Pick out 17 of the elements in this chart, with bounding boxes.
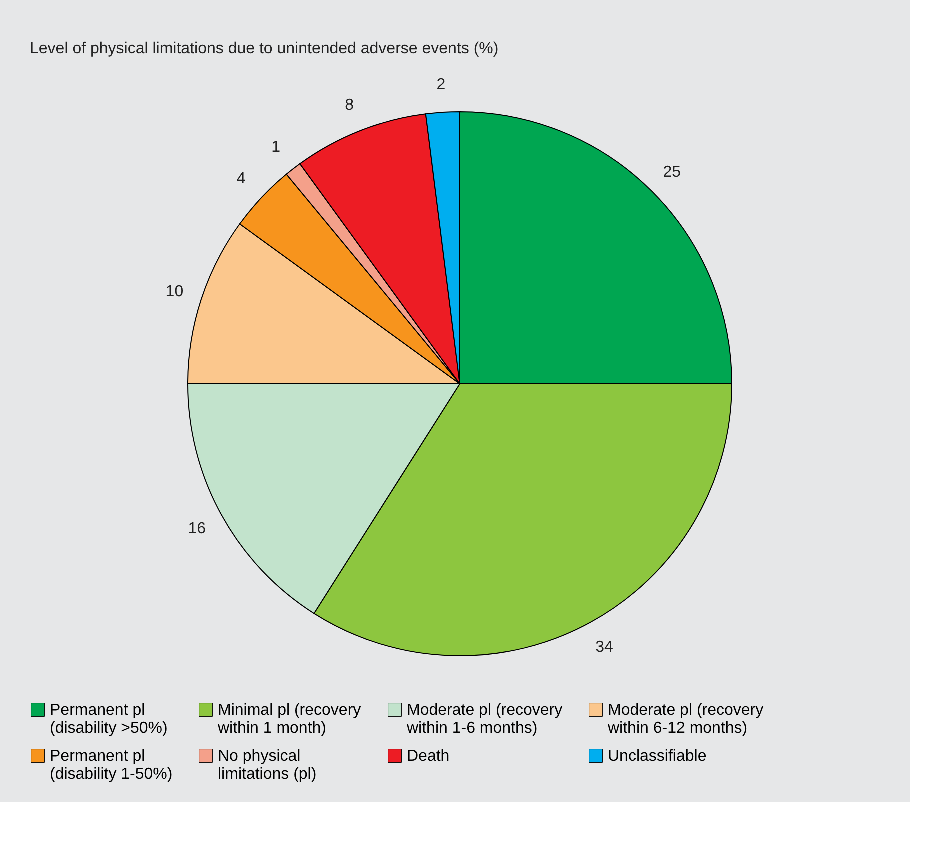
legend-label: Permanent pl (disability >50%) bbox=[50, 702, 168, 737]
data-label: 34 bbox=[596, 638, 614, 656]
legend-label: Moderate pl (recovery within 6-12 months) bbox=[607, 702, 764, 737]
legend-label: Minimal pl (recovery within 1 month) bbox=[217, 702, 362, 737]
legend-label: Unclassifiable bbox=[608, 748, 707, 765]
data-label: 2 bbox=[436, 76, 446, 94]
data-label: 8 bbox=[345, 97, 354, 114]
legend-label: No physical limitations (pl) bbox=[218, 748, 317, 783]
legend-label: Moderate pl (recovery within 1-6 months) bbox=[406, 702, 563, 737]
legend-label: Permanent pl (disability 1-50%) bbox=[50, 748, 173, 783]
data-label: 10 bbox=[166, 283, 184, 300]
data-label: 16 bbox=[188, 520, 206, 538]
chart-title: Level of physical limitations due to unintended adverse events (%) bbox=[30, 40, 499, 58]
legend-label: Death bbox=[407, 748, 450, 765]
data-label: 4 bbox=[236, 170, 246, 188]
data-label: 1 bbox=[272, 138, 281, 156]
data-label: 25 bbox=[663, 164, 682, 181]
